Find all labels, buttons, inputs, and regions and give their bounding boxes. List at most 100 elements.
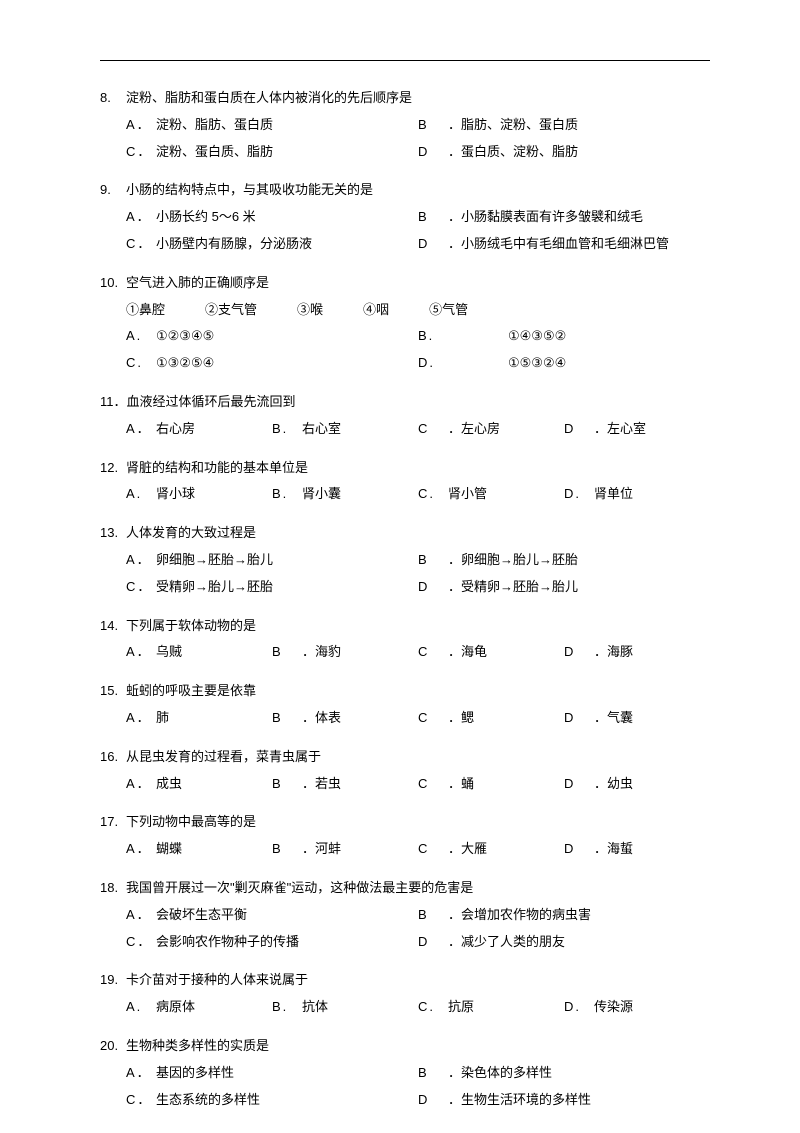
- option-text: ．蛹: [448, 774, 474, 795]
- option-text: ．海豹: [302, 642, 341, 663]
- option-letter: C: [418, 642, 448, 663]
- item: ⑤气管: [429, 300, 468, 321]
- option: C．小肠壁内有肠腺，分泌肠液: [126, 234, 418, 255]
- option-letter: C.: [418, 484, 448, 505]
- option: D.肾单位: [564, 484, 710, 505]
- question: 20.生物种类多样性的实质是A．基因的多样性B．染色体的多样性C．生态系统的多样…: [100, 1036, 710, 1110]
- option-letter: C.: [418, 997, 448, 1018]
- question-text: 生物种类多样性的实质是: [126, 1036, 710, 1057]
- option-text: 传染源: [594, 997, 633, 1018]
- question-stem: 11．血液经过体循环后最先流回到: [100, 392, 710, 413]
- option-text: 右心室: [302, 419, 341, 440]
- option-text: ①②③④⑤: [156, 326, 214, 347]
- option: B．染色体的多样性: [418, 1063, 710, 1084]
- option-row: C．生态系统的多样性D．生物生活环境的多样性: [126, 1090, 710, 1111]
- option: C．大雁: [418, 839, 564, 860]
- option-letter: D.: [418, 353, 448, 374]
- option-text: 小肠长约 5～6 米: [156, 207, 256, 228]
- option-letter: C: [418, 774, 448, 795]
- option: D．海豚: [564, 642, 710, 663]
- option: B.右心室: [272, 419, 418, 440]
- option: D．生物生活环境的多样性: [418, 1090, 710, 1111]
- option-text: 会影响农作物种子的传播: [156, 932, 299, 953]
- option: D．受精卵→胚胎→胎儿: [418, 577, 710, 598]
- question-text: 下列属于软体动物的是: [126, 616, 710, 637]
- option: B．脂肪、淀粉、蛋白质: [418, 115, 710, 136]
- question: 19.卡介苗对于接种的人体来说属于A.病原体B.抗体C.抗原D.传染源: [100, 970, 710, 1018]
- question-number: 20.: [100, 1036, 126, 1057]
- option-letter: D.: [564, 997, 594, 1018]
- question-number: 16.: [100, 747, 126, 768]
- option: A．肺: [126, 708, 272, 729]
- option-text: ．左心房: [448, 419, 500, 440]
- option: D．气囊: [564, 708, 710, 729]
- option-text: ．受精卵→胚胎→胎儿: [448, 577, 578, 598]
- option-text: ．小肠黏膜表面有许多皱襞和绒毛: [448, 207, 643, 228]
- question-stem: 18.我国曾开展过一次"剿灭麻雀"运动，这种做法最主要的危害是: [100, 878, 710, 899]
- question: 17.下列动物中最高等的是A．蝴蝶B．河蚌C．大雁D．海蜇: [100, 812, 710, 860]
- option-letter: A.: [126, 326, 156, 347]
- question-text: 小肠的结构特点中，与其吸收功能无关的是: [126, 180, 710, 201]
- option-letter: A.: [126, 997, 156, 1018]
- question-text: 我国曾开展过一次"剿灭麻雀"运动，这种做法最主要的危害是: [126, 878, 710, 899]
- option-letter: A.: [126, 484, 156, 505]
- options: A．乌贼B．海豹C．海龟D．海豚: [126, 642, 710, 663]
- question-stem: 9.小肠的结构特点中，与其吸收功能无关的是: [100, 180, 710, 201]
- item: ①鼻腔: [126, 300, 165, 321]
- question-stem: 10.空气进入肺的正确顺序是: [100, 273, 710, 294]
- option: D．海蜇: [564, 839, 710, 860]
- option-letter: A．: [126, 839, 156, 860]
- question-number: 8.: [100, 88, 126, 109]
- option-text: ．减少了人类的朋友: [448, 932, 565, 953]
- option-letter: A．: [126, 1063, 156, 1084]
- option-letter: C．: [126, 142, 156, 163]
- option: B．海豹: [272, 642, 418, 663]
- question-stem: 8.淀粉、脂肪和蛋白质在人体内被消化的先后顺序是: [100, 88, 710, 109]
- question-number: 13.: [100, 523, 126, 544]
- option-text: 基因的多样性: [156, 1063, 234, 1084]
- question-number: 18.: [100, 878, 126, 899]
- option: A．蝴蝶: [126, 839, 272, 860]
- question: 8.淀粉、脂肪和蛋白质在人体内被消化的先后顺序是A．淀粉、脂肪、蛋白质B．脂肪、…: [100, 88, 710, 162]
- option-text: ．脂肪、淀粉、蛋白质: [448, 115, 578, 136]
- option-text: 肾小管: [448, 484, 487, 505]
- option-row: C．会影响农作物种子的传播D．减少了人类的朋友: [126, 932, 710, 953]
- option-letter: D: [564, 419, 594, 440]
- option: A．成虫: [126, 774, 272, 795]
- option-row: A．右心房B.右心室C．左心房D．左心室: [126, 419, 710, 440]
- option-letter: C: [418, 419, 448, 440]
- question-number: 9.: [100, 180, 126, 201]
- option: C．生态系统的多样性: [126, 1090, 418, 1111]
- option-text: 成虫: [156, 774, 182, 795]
- option-letter: A．: [126, 419, 156, 440]
- option-row: A.①②③④⑤B.①④③⑤②: [126, 326, 710, 347]
- exam-content: 8.淀粉、脂肪和蛋白质在人体内被消化的先后顺序是A．淀粉、脂肪、蛋白质B．脂肪、…: [100, 88, 710, 1110]
- option: D.传染源: [564, 997, 710, 1018]
- option-row: A．乌贼B．海豹C．海龟D．海豚: [126, 642, 710, 663]
- option: A.肾小球: [126, 484, 272, 505]
- option: C．左心房: [418, 419, 564, 440]
- option-text: ．幼虫: [594, 774, 633, 795]
- option: B．小肠黏膜表面有许多皱襞和绒毛: [418, 207, 710, 228]
- question: 9.小肠的结构特点中，与其吸收功能无关的是A．小肠长约 5～6 米B．小肠黏膜表…: [100, 180, 710, 254]
- option-text: ．海龟: [448, 642, 487, 663]
- option-letter: D: [564, 774, 594, 795]
- option-letter: C．: [126, 1090, 156, 1111]
- option-text: ．染色体的多样性: [448, 1063, 552, 1084]
- option-letter: A．: [126, 115, 156, 136]
- question-stem: 19.卡介苗对于接种的人体来说属于: [100, 970, 710, 991]
- option-text: 肺: [156, 708, 169, 729]
- question-stem: 20.生物种类多样性的实质是: [100, 1036, 710, 1057]
- header-divider: [100, 60, 710, 61]
- question-stem: 14.下列属于软体动物的是: [100, 616, 710, 637]
- options: A.肾小球B.肾小囊C.肾小管D.肾单位: [126, 484, 710, 505]
- options: A．会破坏生态平衡B．会增加农作物的病虫害C．会影响农作物种子的传播D．减少了人…: [126, 905, 710, 953]
- option-text: ．小肠绒毛中有毛细血管和毛细淋巴管: [448, 234, 669, 255]
- option-row: C.①③②⑤④D.①⑤③②④: [126, 353, 710, 374]
- item: ③喉: [297, 300, 323, 321]
- question-number: 10.: [100, 273, 126, 294]
- option-letter: A．: [126, 905, 156, 926]
- question-text: 下列动物中最高等的是: [126, 812, 710, 833]
- option-letter: D: [418, 577, 448, 598]
- option-letter: D: [564, 708, 594, 729]
